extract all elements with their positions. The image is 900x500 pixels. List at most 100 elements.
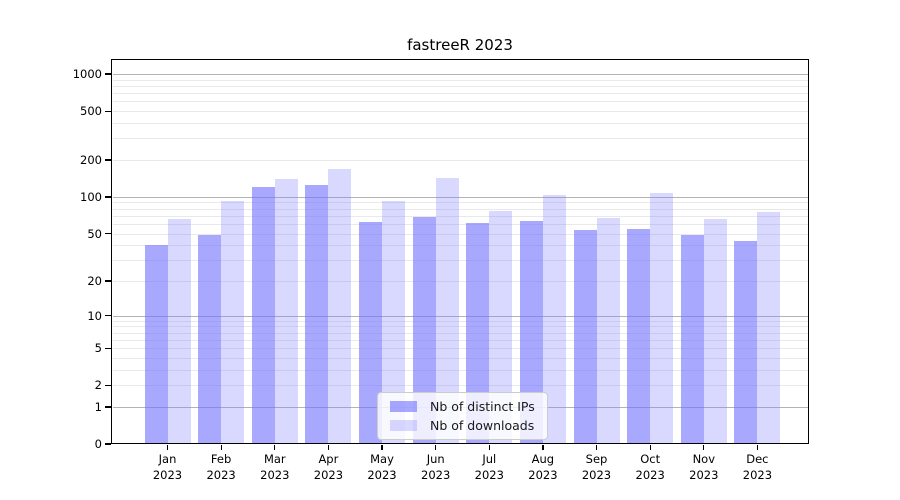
legend-label: Nb of downloads (430, 418, 535, 433)
gridline-minor (113, 111, 808, 113)
gridline-minor (113, 208, 808, 210)
x-axis-tick-label: Sep 2023 (581, 452, 612, 482)
gridline-minor (113, 245, 808, 247)
gridline-minor (113, 101, 808, 103)
gridline-minor (113, 357, 808, 359)
x-axis-tick-label: Mar 2023 (260, 452, 290, 482)
bar-ips-may (359, 222, 382, 444)
bar-downloads-may (382, 201, 405, 444)
x-tick-mark (435, 445, 437, 450)
x-tick-mark (542, 445, 544, 450)
y-axis-tick-label: 50 (87, 226, 102, 241)
gridline-minor (113, 385, 808, 387)
y-tick-mark (105, 443, 111, 445)
gridline-minor (113, 215, 808, 217)
x-tick-mark (166, 445, 169, 450)
plot-border (111, 59, 809, 444)
gridline-minor (113, 332, 808, 334)
gridline-minor (113, 223, 808, 225)
legend-row: Nb of downloads (390, 418, 535, 433)
y-tick-mark (105, 280, 111, 282)
gridline-minor (113, 86, 808, 87)
x-tick-mark (381, 445, 383, 450)
gridline-minor (113, 79, 808, 81)
bar-downloads-apr (328, 168, 352, 444)
y-axis-tick-label: 2 (94, 378, 102, 393)
bar-ips-nov (680, 234, 704, 444)
bar-ips-dec (734, 241, 758, 444)
x-tick-mark (649, 445, 651, 450)
y-axis-tick-label: 0 (94, 437, 102, 451)
chart-title: fastreeR 2023 (407, 36, 513, 54)
y-axis-tick-label: 1000 (72, 67, 102, 81)
y-tick-mark (105, 73, 111, 75)
x-tick-mark (703, 445, 705, 450)
y-axis-tick-label: 200 (80, 153, 102, 167)
bar-ips-jan (144, 245, 168, 444)
bar-downloads-mar (274, 179, 298, 444)
bar-downloads-dec (757, 212, 781, 444)
x-tick-mark (595, 445, 598, 450)
y-axis-tick-label: 20 (87, 274, 102, 288)
y-tick-mark (105, 347, 111, 349)
bar-downloads-jul (489, 210, 513, 444)
gridline-minor (113, 348, 808, 350)
gridline-minor (113, 233, 808, 235)
bar-downloads-feb (221, 201, 245, 444)
gridline-minor (113, 202, 808, 204)
x-axis-tick-label: Jul 2023 (474, 452, 504, 482)
x-tick-mark (488, 445, 490, 450)
bar-ips-sep (573, 230, 597, 444)
gridline-minor (113, 260, 808, 262)
x-axis-tick-label: Jan 2023 (152, 452, 183, 482)
gridline-minor (113, 326, 808, 328)
gridline-minor (113, 160, 808, 161)
gridline-minor (113, 123, 808, 124)
bar-downloads-nov (703, 218, 727, 444)
bar-ips-feb (198, 234, 222, 444)
bar-ips-aug (519, 220, 543, 444)
gridline-major (113, 315, 808, 317)
bar-ips-apr (305, 184, 329, 444)
gridline-minor (113, 320, 808, 322)
y-axis-tick-label: 100 (80, 189, 102, 204)
gridline-minor (113, 281, 808, 282)
x-axis-tick-label: Aug 2023 (528, 452, 558, 482)
gridline-major (113, 74, 808, 75)
gridline-major (113, 196, 808, 198)
x-axis-tick-label: Feb 2023 (206, 452, 236, 482)
bar-ips-mar (251, 187, 275, 444)
y-axis-tick-label: 500 (80, 104, 102, 119)
gridline-minor (113, 138, 808, 140)
legend-swatch-distinct-ips (390, 401, 417, 412)
bar-downloads-jan (167, 218, 191, 444)
legend-row: Nb of distinct IPs (390, 399, 535, 414)
bar-downloads-aug (542, 195, 566, 444)
gridline-minor (113, 369, 808, 371)
x-axis-tick-label: May 2023 (367, 452, 397, 482)
y-tick-mark (105, 315, 111, 317)
bar-downloads-sep (596, 218, 620, 444)
y-tick-mark (105, 232, 111, 235)
x-tick-mark (274, 445, 276, 450)
y-tick-mark (105, 384, 111, 386)
x-axis-tick-label: Dec 2023 (742, 452, 773, 482)
x-tick-mark (220, 445, 222, 450)
y-tick-mark (105, 406, 111, 408)
y-tick-mark (105, 110, 111, 112)
bar-downloads-jun (435, 177, 459, 444)
bar-ips-oct (627, 229, 651, 444)
y-axis-tick-label: 10 (87, 308, 102, 323)
bar-ips-jun (412, 216, 436, 444)
y-axis-tick-label: 1 (94, 399, 102, 414)
legend-swatch-downloads (390, 420, 417, 431)
legend-label: Nb of distinct IPs (430, 399, 535, 414)
y-tick-mark (105, 196, 111, 198)
bar-ips-jul (466, 223, 490, 444)
gridline-minor (113, 93, 808, 95)
x-axis-tick-label: Apr 2023 (313, 452, 344, 482)
y-axis-tick-label: 5 (94, 341, 102, 356)
bar-downloads-oct (650, 193, 674, 444)
x-axis-tick-label: Oct 2023 (635, 452, 665, 482)
